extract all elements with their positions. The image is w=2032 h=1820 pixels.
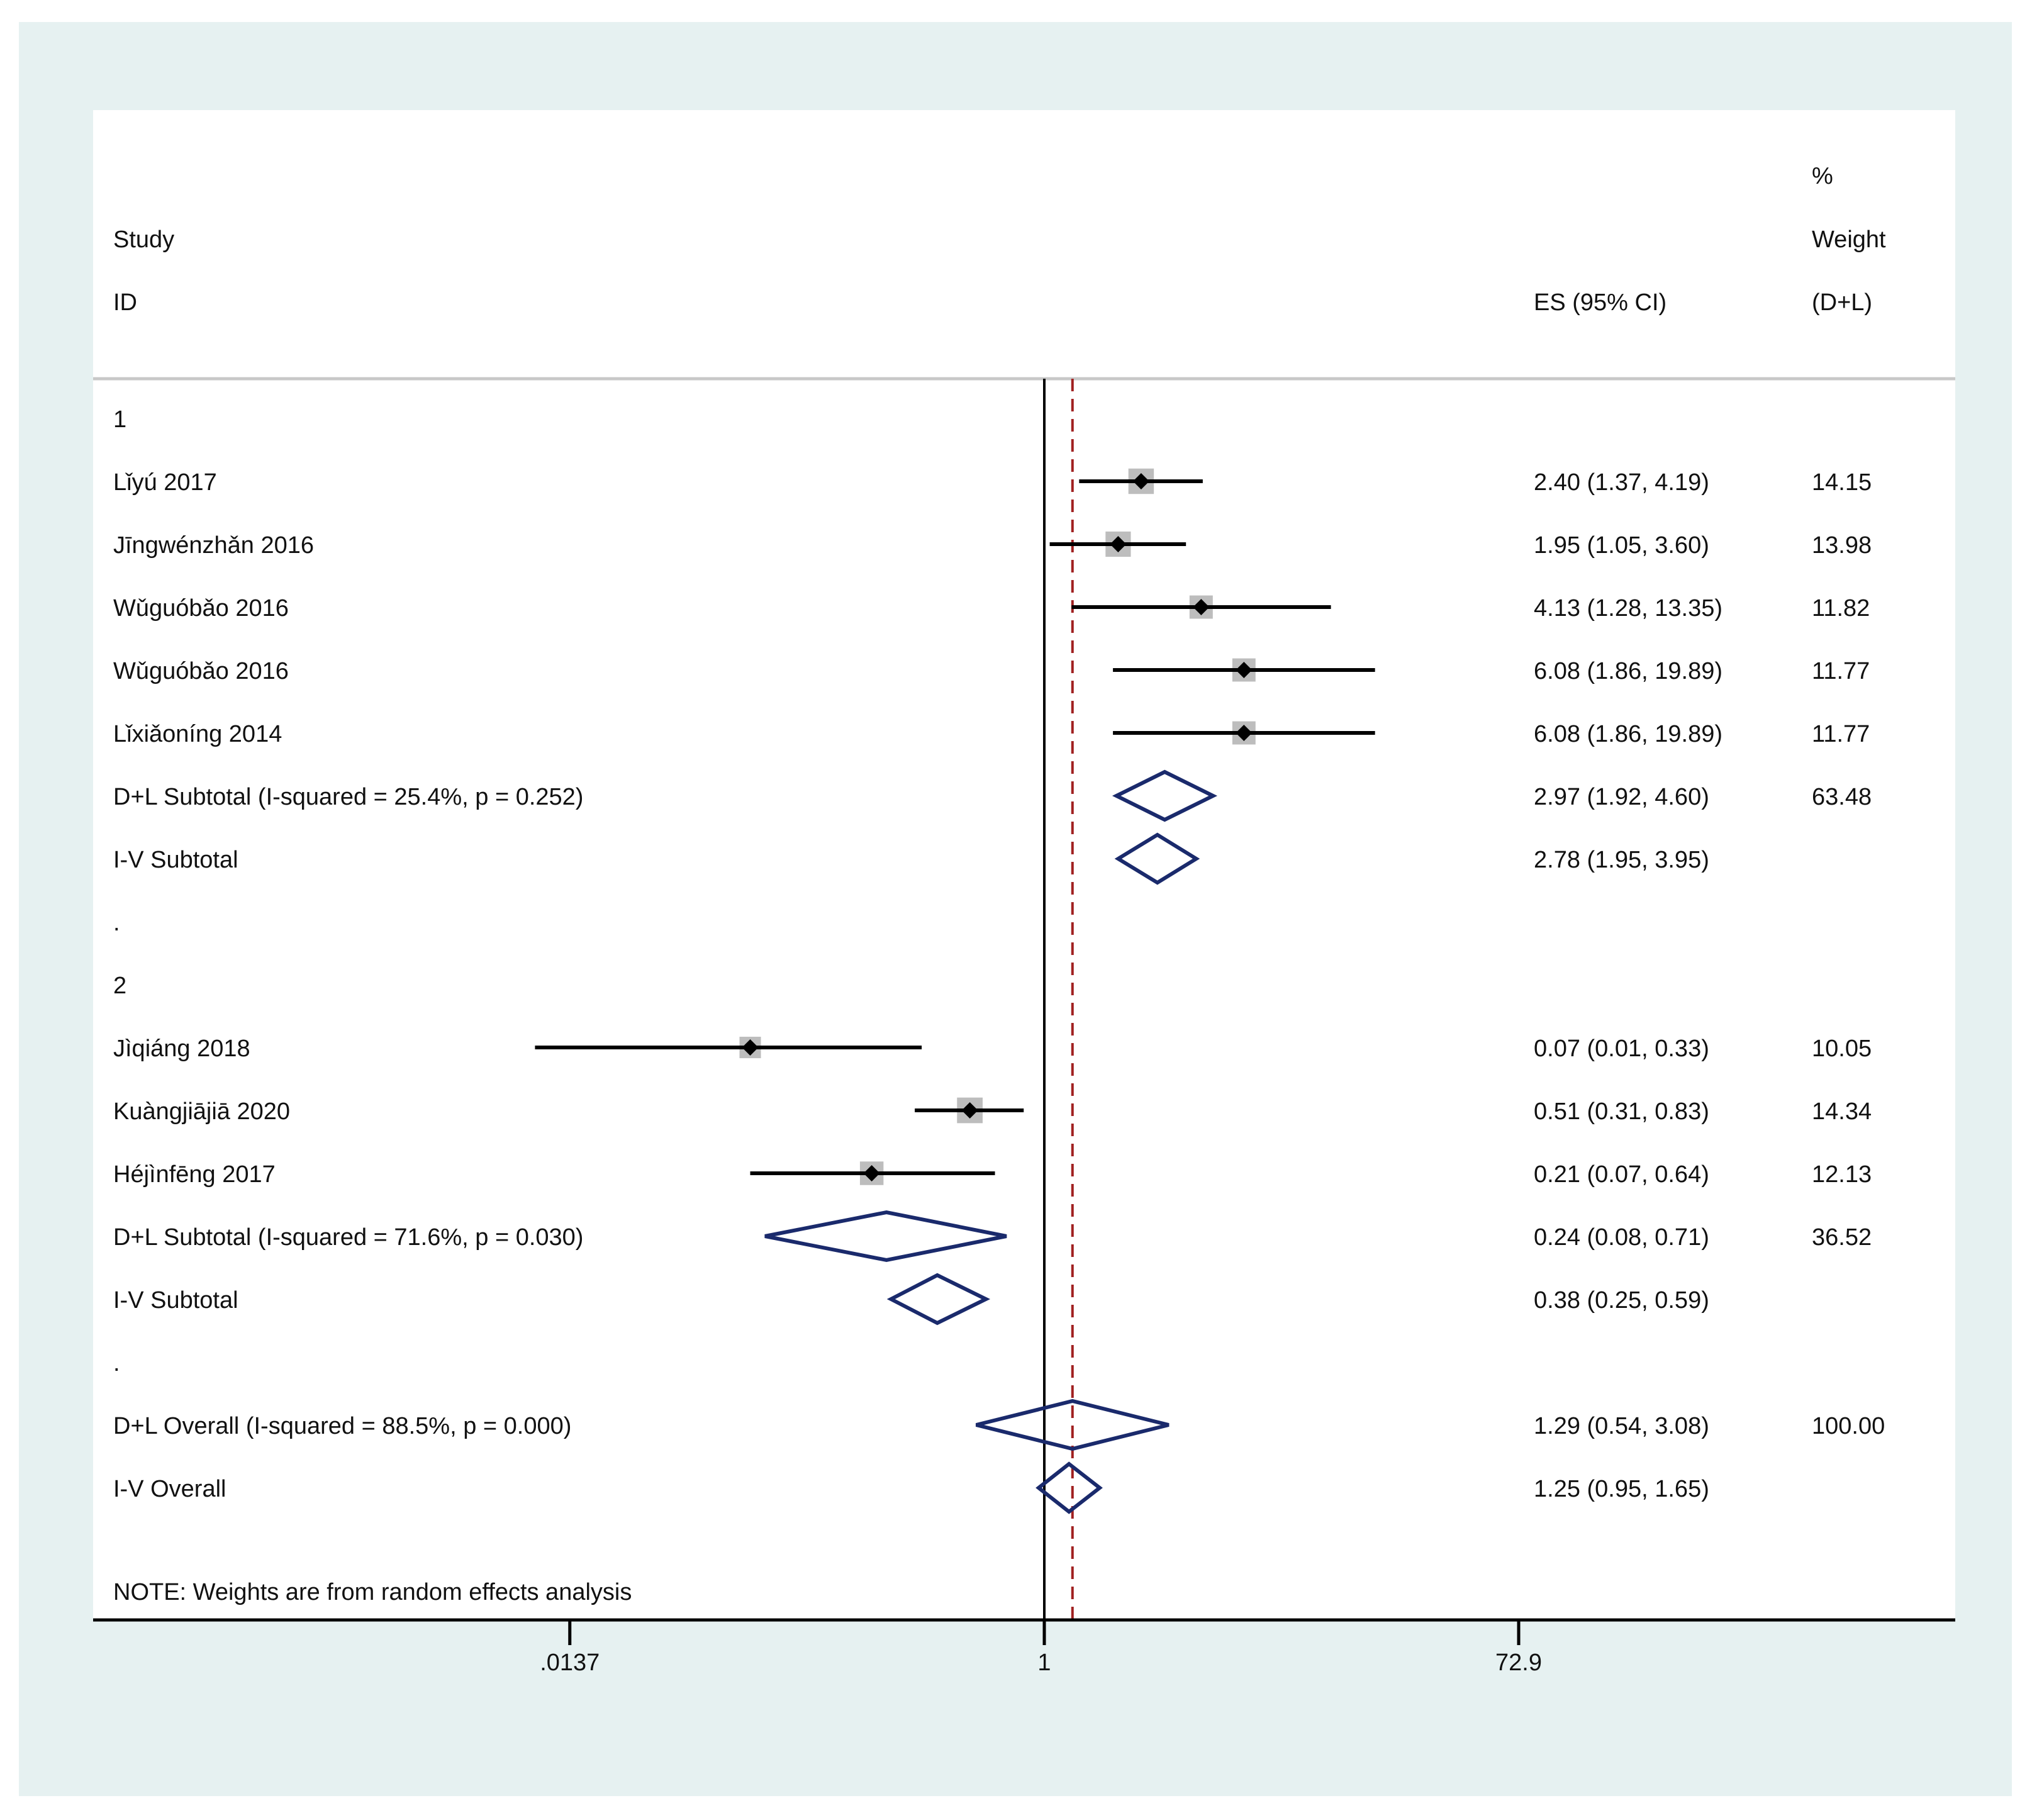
row-es-ci: 1.25 (0.95, 1.65) [1534, 1476, 1709, 1502]
x-tick-label: .0137 [540, 1650, 600, 1676]
pooled-diamond [764, 1210, 1007, 1263]
x-tick-label: 72.9 [1495, 1650, 1542, 1676]
row-label: . [113, 1350, 120, 1376]
row-es-ci: 4.13 (1.28, 13.35) [1534, 595, 1722, 622]
row-label: I-V Overall [113, 1476, 226, 1502]
row-weight: 11.77 [1812, 658, 1870, 684]
row-label: I-V Subtotal [113, 847, 238, 873]
plot-area-background [93, 110, 1955, 1621]
point-estimate-marker [1110, 536, 1127, 552]
header-percent: % [1812, 163, 1833, 189]
header-es-ci: ES (95% CI) [1534, 289, 1666, 316]
row-es-ci: 0.24 (0.08, 0.71) [1534, 1224, 1709, 1251]
point-estimate-marker [742, 1039, 759, 1056]
row-es-ci: 2.78 (1.95, 3.95) [1534, 847, 1709, 873]
row-label: D+L Subtotal (I-squared = 25.4%, p = 0.2… [113, 784, 583, 810]
row-es-ci: 1.95 (1.05, 3.60) [1534, 532, 1709, 559]
row-es-ci: 0.51 (0.31, 0.83) [1534, 1098, 1709, 1125]
x-axis-ticks: .0137 1 72.9 [540, 1620, 1542, 1676]
header-id: ID [113, 289, 137, 316]
pooled-diamond [886, 1273, 991, 1326]
row-weight: 11.77 [1812, 721, 1870, 747]
row-es-ci: 0.21 (0.07, 0.64) [1534, 1161, 1709, 1188]
point-estimate-marker [863, 1165, 880, 1181]
row-weight: 100.00 [1812, 1413, 1885, 1439]
point-estimate-marker [1132, 473, 1149, 489]
effect-marks [535, 468, 1375, 1514]
row-label: . [113, 910, 120, 936]
row-label: D+L Overall (I-squared = 88.5%, p = 0.00… [113, 1413, 571, 1439]
pooled-diamond [1112, 769, 1218, 822]
row-weight: 36.52 [1812, 1224, 1872, 1251]
row-weight: 12.13 [1812, 1161, 1872, 1188]
row-label: Lǐyú 2017 [113, 469, 217, 496]
row-weight: 14.34 [1812, 1098, 1872, 1125]
point-estimate-marker [1236, 725, 1253, 741]
row-weight: 10.05 [1812, 1036, 1872, 1062]
pooled-diamond [1036, 1461, 1103, 1514]
row-label: Jīngwénzhǎn 2016 [113, 532, 314, 559]
row-label: 1 [113, 406, 126, 433]
point-estimate-marker [1193, 599, 1210, 615]
table-header: % Study Weight ID ES (95% CI) (D+L) [113, 163, 1886, 316]
row-es-ci: 0.07 (0.01, 0.33) [1534, 1036, 1709, 1062]
header-study: Study [113, 226, 174, 253]
point-estimate-marker [1236, 662, 1253, 678]
row-label: Wǔguóbǎo 2016 [113, 595, 289, 622]
row-label: Kuàngjiājiā 2020 [113, 1098, 290, 1125]
row-es-ci: 2.97 (1.92, 4.60) [1534, 784, 1709, 810]
row-label: Jìqiáng 2018 [113, 1036, 250, 1062]
row-label: 2 [113, 973, 126, 999]
row-es-ci: 2.40 (1.37, 4.19) [1534, 469, 1709, 496]
header-weight: Weight [1812, 226, 1886, 253]
study-rows: 1 Lǐyú 2017 2.40 (1.37, 4.19) 14.15 Jīngwénz… [113, 406, 1885, 1502]
x-tick-label: 1 [1037, 1650, 1051, 1676]
row-weight: 13.98 [1812, 532, 1872, 559]
row-weight: 14.15 [1812, 469, 1872, 496]
row-es-ci: 6.08 (1.86, 19.89) [1534, 721, 1722, 747]
row-es-ci: 0.38 (0.25, 0.59) [1534, 1287, 1709, 1314]
row-label: Lǐxiǎoníng 2014 [113, 721, 282, 747]
pooled-diamond [1114, 832, 1200, 885]
point-estimate-marker [961, 1102, 978, 1119]
row-label: I-V Subtotal [113, 1287, 238, 1314]
row-label: Héjìnfēng 2017 [113, 1161, 276, 1188]
row-label: D+L Subtotal (I-squared = 71.6%, p = 0.0… [113, 1224, 583, 1251]
row-es-ci: 6.08 (1.86, 19.89) [1534, 658, 1722, 684]
row-label: Wǔguóbǎo 2016 [113, 658, 289, 684]
weights-note: NOTE: Weights are from random effects an… [113, 1579, 632, 1605]
row-weight: 63.48 [1812, 784, 1872, 810]
row-es-ci: 1.29 (0.54, 3.08) [1534, 1413, 1709, 1439]
pooled-diamond [975, 1398, 1170, 1451]
header-weight-method: (D+L) [1812, 289, 1872, 316]
row-weight: 11.82 [1812, 595, 1870, 622]
